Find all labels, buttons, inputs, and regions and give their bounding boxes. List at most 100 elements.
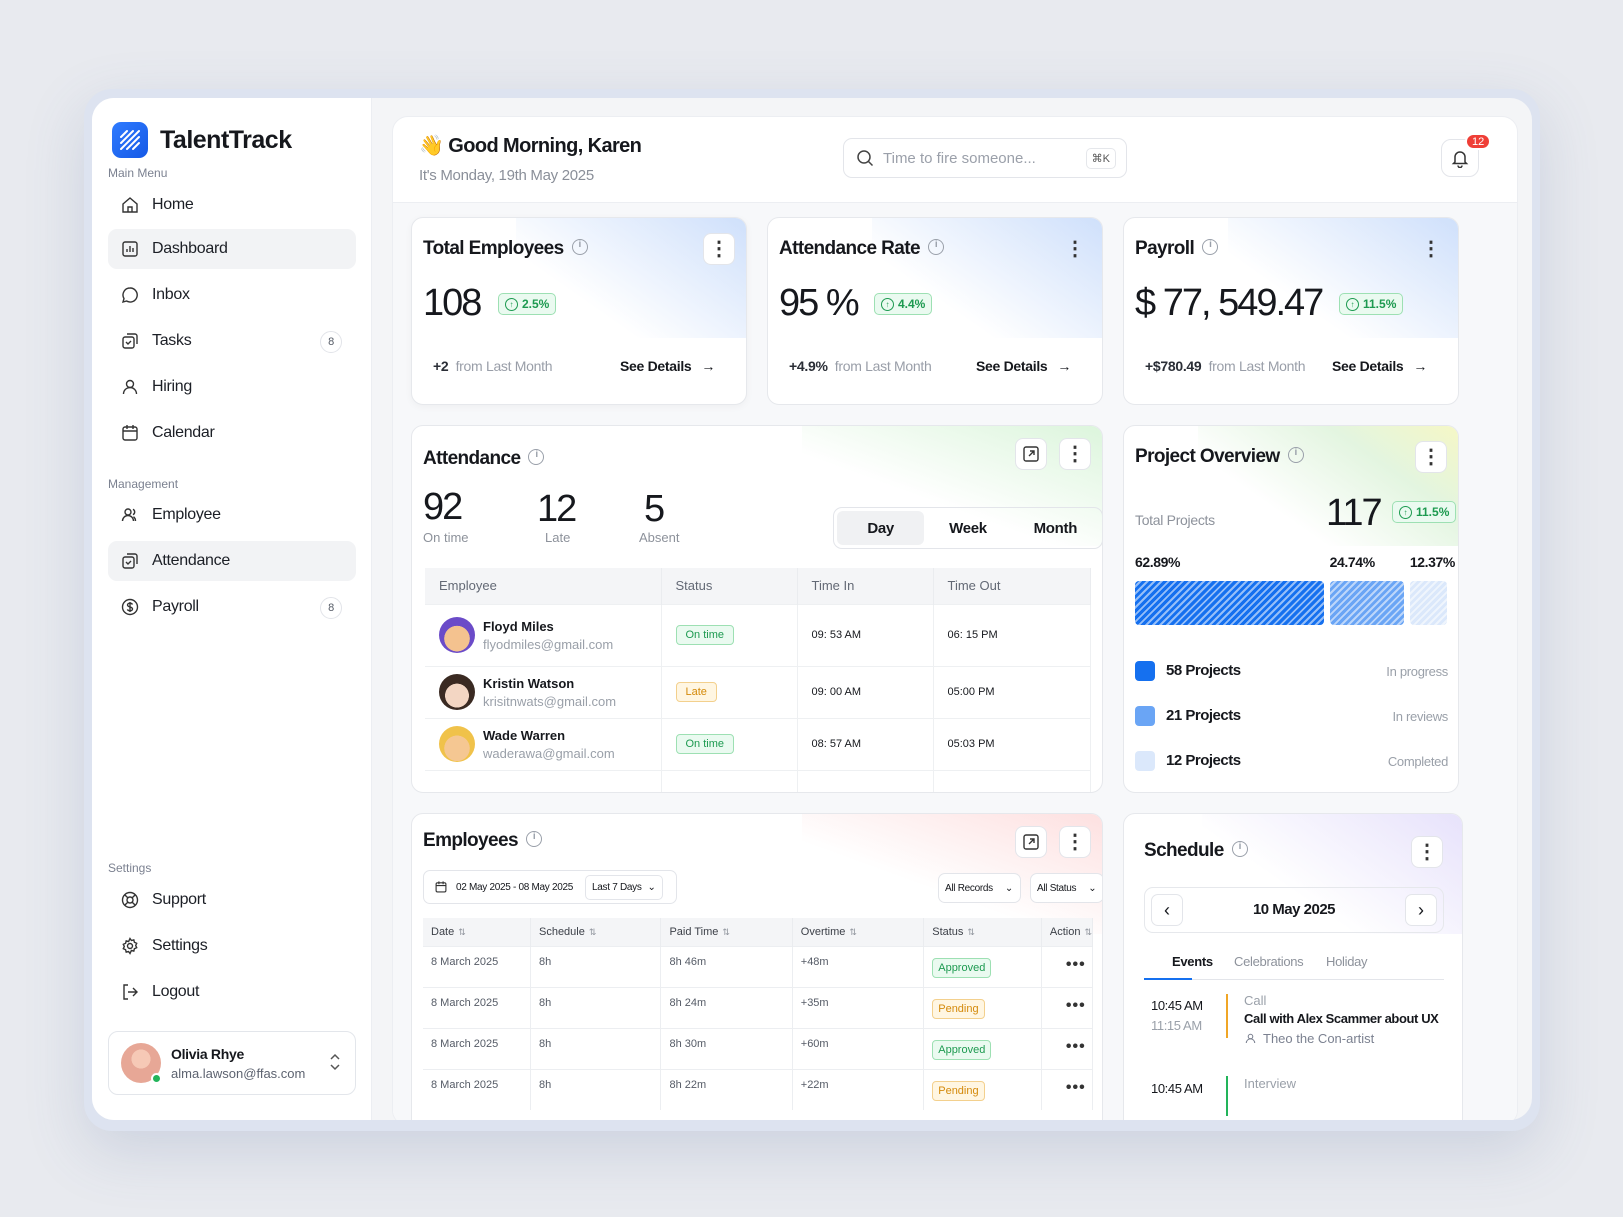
info-icon[interactable] [1231,840,1248,857]
sort-icon: ⇅ [849,926,857,937]
employees-table: Date ⇅ Schedule ⇅ Paid Time ⇅ Overtime ⇅ Sta… [423,918,1094,1110]
column-header-paid-time[interactable]: Paid Time ⇅ [660,918,793,946]
schedule-tabs: Events Celebrations Holiday [1144,950,1444,980]
sidebar-item-label: Inbox [152,286,190,303]
column-header[interactable]: Time Out [933,568,1091,604]
range-preset-select[interactable]: Last 7 Days ⌄ [585,874,663,900]
column-header[interactable]: Time In [797,568,934,604]
column-header-action[interactable]: Action ⇅ [1041,918,1094,946]
paid-time-cell: 8h 30m [660,1027,793,1069]
see-details-link[interactable]: See Details → [620,358,716,374]
sidebar-item-calendar[interactable]: Calendar [108,413,356,453]
table-row[interactable]: Wade Warren waderawa@gmail.com On time 08… [425,717,1091,770]
search-bar[interactable]: ⌘K [843,138,1127,178]
card-title: Total Employees [423,238,588,260]
card-decoration [1228,218,1458,338]
sidebar-item-inbox[interactable]: Inbox [108,275,356,315]
sidebar-item-support[interactable]: Support [108,880,356,920]
see-details-link[interactable]: See Details → [976,358,1072,374]
arrow-up-icon: ↑ [881,297,894,311]
expand-button[interactable] [1015,438,1047,470]
table-row[interactable]: 8 March 2025 8h 8h 22m +22m Pending ••• [423,1068,1094,1110]
table-row[interactable]: 8 March 2025 8h 8h 30m +60m Approved ••• [423,1027,1094,1069]
card-menu-button[interactable]: ⋮ [1415,233,1447,265]
info-icon[interactable] [927,238,944,255]
segment-month[interactable]: Month [1033,519,1078,537]
main-panel: 👋 Good Morning, Karen It's Monday, 19th … [392,116,1518,1120]
info-icon[interactable] [1202,238,1219,255]
see-details-link[interactable]: See Details → [1332,358,1428,374]
column-header-schedule[interactable]: Schedule ⇅ [530,918,662,946]
sidebar-item-payroll[interactable]: Payroll 8 [108,587,356,627]
more-actions-icon[interactable]: ••• [1065,1078,1086,1096]
expand-button[interactable] [1015,826,1047,858]
greeting: 👋 Good Morning, Karen [419,135,642,157]
info-icon[interactable] [1287,446,1304,463]
more-actions-icon[interactable]: ••• [1065,996,1086,1014]
user-account-switcher[interactable]: Olivia Rhye alma.lawson@ffas.com [108,1031,356,1095]
sidebar-item-logout[interactable]: Logout [108,972,356,1012]
table-row[interactable]: 8 March 2025 8h 8h 46m +48m Approved ••• [423,945,1094,987]
tab-holiday[interactable]: Holiday [1326,954,1368,969]
time-out: 05:03 PM [933,717,1091,770]
card-menu-button[interactable]: ⋮ [1059,233,1091,265]
project-share-bar[interactable] [1135,581,1324,625]
sidebar: TalentTrack Main Menu Home Dashboard Inb… [92,98,372,1120]
sidebar-item-attendance[interactable]: Attendance [108,541,356,581]
sidebar-item-settings[interactable]: Settings [108,926,356,966]
table-row[interactable]: Floyd Miles flyodmiles@gmail.com On time … [425,603,1091,666]
overtime-cell: +35m [792,986,925,1028]
card-menu-button[interactable]: ⋮ [703,233,735,265]
status-filter[interactable]: All Status ⌄ [1030,873,1102,903]
event-color-bar [1226,1076,1228,1116]
kebab-icon: ⋮ [1065,831,1085,853]
notifications-button[interactable] [1441,139,1479,177]
column-header[interactable]: Employee [425,568,662,604]
sidebar-item-home[interactable]: Home [108,185,356,225]
event-start-time: 10:45 AM [1151,1081,1203,1096]
more-actions-icon[interactable]: ••• [1065,955,1086,973]
column-header-date[interactable]: Date ⇅ [423,918,531,946]
tab-events[interactable]: Events [1172,954,1213,969]
segment-week[interactable]: Week [949,519,987,537]
sidebar-item-hiring[interactable]: Hiring [108,367,356,407]
prev-date-button[interactable]: ‹ [1151,894,1183,926]
sidebar-item-tasks[interactable]: Tasks 8 [108,321,356,361]
more-actions-icon[interactable]: ••• [1065,1037,1086,1055]
card-menu-button[interactable]: ⋮ [1059,826,1091,858]
project-share-bar[interactable] [1409,581,1447,625]
change-badge: ↑ 2.5% [498,293,557,315]
card-title: Employees [423,830,542,852]
time-in: 09: 53 AM [797,603,934,666]
next-date-button[interactable]: › [1405,894,1437,926]
card-menu-button[interactable]: ⋮ [1059,438,1091,470]
column-header-status[interactable]: Status ⇅ [923,918,1042,946]
date-range-picker[interactable]: 02 May 2025 - 08 May 2025 Last 7 Days ⌄ [423,870,677,904]
card-menu-button[interactable]: ⋮ [1411,836,1443,868]
info-icon[interactable] [525,830,542,847]
sort-icon: ⇅ [722,926,730,937]
tab-celebrations[interactable]: Celebrations [1234,954,1304,969]
arrow-right-icon: → [1057,358,1072,374]
overtime-cell: +48m [792,945,925,987]
info-icon[interactable] [528,448,545,465]
logo-icon [112,122,148,158]
employees-card: Employees ⋮ 02 May 2025 - 08 May 2025 La… [411,813,1103,1120]
column-header-overtime[interactable]: Overtime ⇅ [792,918,925,946]
search-input[interactable] [883,149,1073,167]
records-filter[interactable]: All Records ⌄ [938,873,1021,903]
card-menu-button[interactable]: ⋮ [1415,441,1447,473]
info-icon[interactable] [571,238,588,255]
table-row[interactable]: Kristin Watson krisitnwats@gmail.com Late… [425,665,1091,718]
arrow-right-icon: → [701,358,716,374]
sidebar-item-dashboard[interactable]: Dashboard [108,229,356,269]
date-range: 02 May 2025 - 08 May 2025 [456,881,574,893]
table-row[interactable]: 8 March 2025 8h 8h 24m +35m Pending ••• [423,986,1094,1028]
column-header[interactable]: Status [661,568,798,604]
segment-day[interactable]: Day [837,511,925,545]
chevron-right-icon: › [1418,899,1424,920]
table-row[interactable] [425,769,1091,792]
sidebar-item-employee[interactable]: Employee [108,495,356,535]
card-title: Project Overview [1135,446,1304,468]
project-share-bar[interactable] [1329,581,1404,625]
